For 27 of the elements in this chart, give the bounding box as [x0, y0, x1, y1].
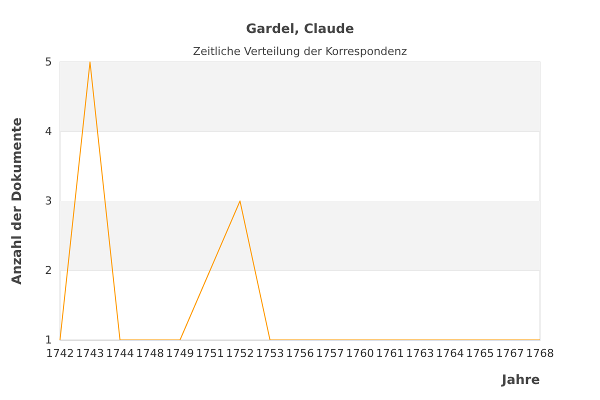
- x-tick-label: 1752: [226, 347, 254, 360]
- x-tick-label: 1743: [76, 347, 104, 360]
- y-axis-title: Anzahl der Dokumente: [10, 117, 25, 285]
- x-tick-label: 1742: [46, 347, 74, 360]
- y-tick-label: 1: [45, 334, 52, 346]
- x-tick-label: 1757: [316, 347, 344, 360]
- x-tick-label: 1753: [256, 347, 284, 360]
- x-tick-label: 1764: [436, 347, 464, 360]
- x-tick-label: 1756: [286, 347, 314, 360]
- y-tick-label: 3: [45, 194, 52, 208]
- chart-title: Gardel, Claude: [246, 22, 354, 37]
- x-tick-label: 1744: [106, 347, 134, 360]
- x-tick-label: 1748: [136, 347, 164, 360]
- x-tick-label: 1768: [526, 347, 554, 360]
- x-tick-label: 1767: [496, 347, 524, 360]
- y-tick-label: 2: [45, 264, 52, 277]
- x-tick-label: 1763: [406, 347, 434, 360]
- line-series: [60, 62, 540, 340]
- x-axis-title: Jahre: [500, 373, 540, 388]
- x-tick-label: 1751: [196, 347, 224, 360]
- x-tick-label: 1760: [346, 347, 374, 360]
- y-tick-label: 4: [45, 125, 52, 138]
- y-tick-label: 5: [45, 56, 52, 68]
- x-tick-label: 1765: [466, 347, 494, 360]
- x-tick-label: 1749: [166, 347, 194, 360]
- x-tick-label: 1761: [376, 347, 404, 360]
- chart-subtitle: Zeitliche Verteilung der Korrespondenz: [192, 45, 408, 58]
